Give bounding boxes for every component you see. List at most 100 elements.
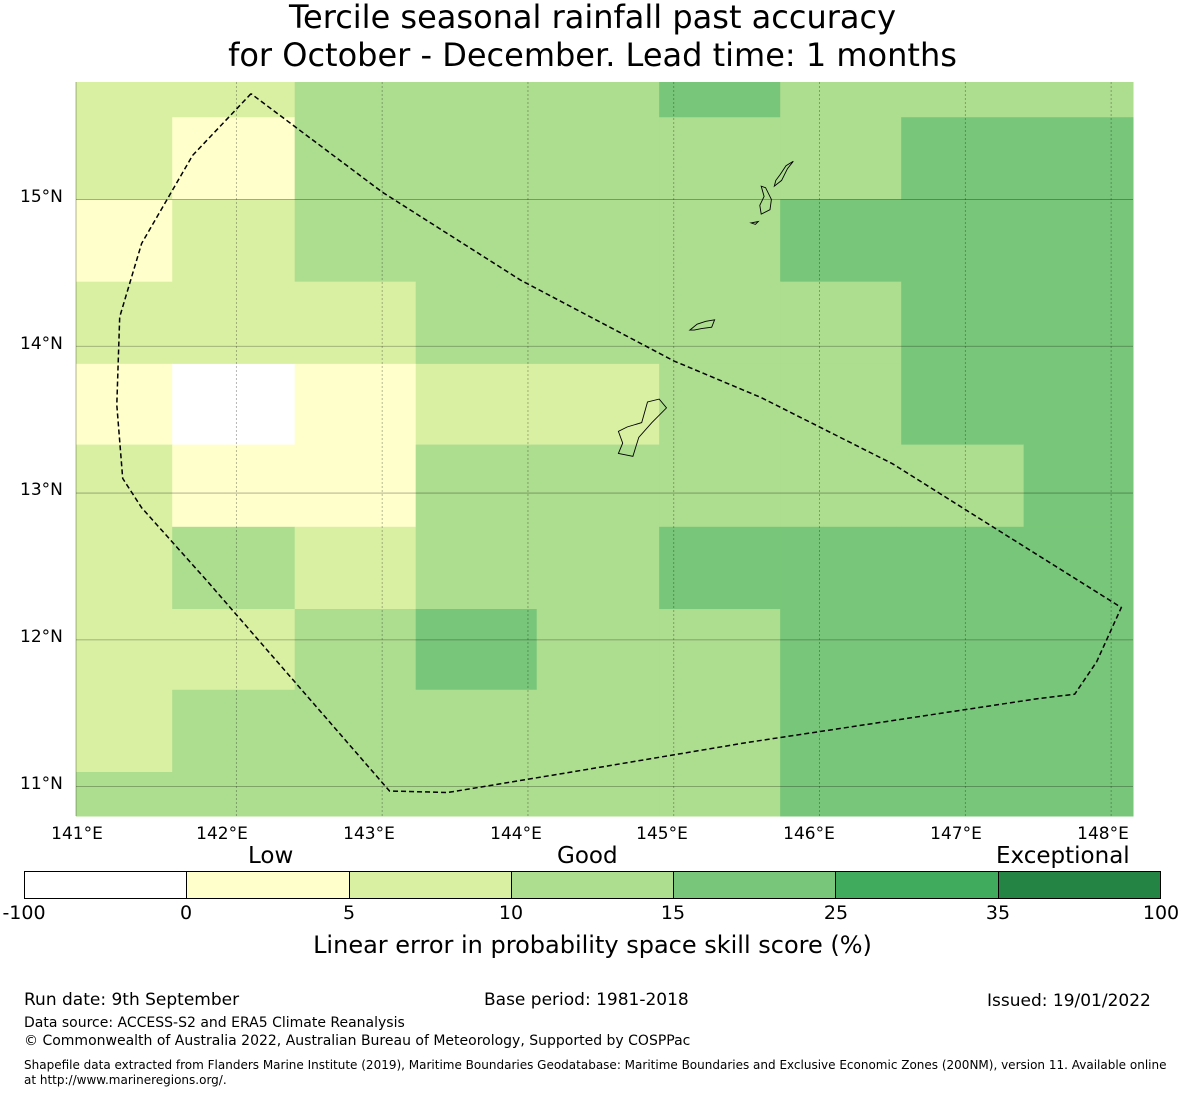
island-coastline — [749, 220, 760, 225]
grid-cell — [659, 199, 781, 283]
grid-cell — [659, 82, 781, 118]
grid-cell — [294, 444, 417, 528]
lon-tick-label: 146°E — [783, 824, 835, 844]
colorbar-segment — [998, 872, 1160, 898]
colorbar-tick-label: -100 — [2, 902, 46, 924]
grid-cell — [901, 199, 1025, 283]
colorbar-tick-label: 25 — [823, 902, 849, 924]
grid-cell — [780, 444, 902, 528]
island-coastline — [617, 398, 668, 457]
island-coastline — [688, 319, 716, 331]
grid-cell — [659, 609, 781, 691]
legend-category-low: Low — [248, 843, 294, 869]
grid-cell — [1023, 82, 1134, 118]
grid-cell — [294, 281, 417, 365]
grid-cell — [659, 771, 781, 817]
legend-category-good: Good — [557, 843, 618, 869]
grid-cell — [659, 689, 781, 773]
grid-cell — [780, 281, 902, 365]
grid-cell — [780, 689, 902, 773]
grid-cell — [76, 444, 173, 528]
grid-cell — [901, 689, 1025, 773]
grid-cell — [172, 526, 296, 610]
skill-score-map — [75, 82, 1134, 817]
lon-tick-label: 143°E — [343, 824, 395, 844]
grid-cell — [780, 771, 902, 817]
colorbar-segment — [25, 872, 188, 898]
grid-cell — [536, 609, 660, 691]
lon-tick-label: 141°E — [51, 824, 103, 844]
grid-cell — [415, 444, 538, 528]
grid-cell — [415, 526, 538, 610]
lat-tick-label: 12°N — [20, 627, 63, 647]
grid-cell — [76, 199, 173, 283]
grid-cell — [536, 771, 660, 817]
grid-cell — [172, 281, 296, 365]
colorbar-tick-label: 15 — [660, 902, 686, 924]
data-source: Data source: ACCESS-S2 and ERA5 Climate … — [24, 1015, 405, 1031]
lon-tick-label: 142°E — [196, 824, 248, 844]
colorbar-segment — [674, 872, 837, 898]
legend-colorbar — [24, 871, 1161, 899]
run-date: Run date: 9th September — [24, 990, 240, 1010]
grid-cell — [76, 117, 173, 200]
grid-cell — [901, 82, 1025, 118]
legend-category-exceptional: Exceptional — [996, 843, 1130, 869]
colorbar-tick-label: 100 — [1142, 902, 1180, 924]
lat-tick-label: 14°N — [20, 334, 63, 354]
grid-cell — [415, 689, 538, 773]
grid-cell — [536, 82, 660, 118]
grid-cell — [76, 609, 173, 691]
grid-cell — [1023, 363, 1134, 446]
grid-cell — [659, 117, 781, 200]
grid-cell — [172, 689, 296, 773]
shapefile-credit-line1: Shapefile data extracted from Flanders M… — [24, 1058, 1167, 1072]
grid-cell — [172, 199, 296, 283]
grid-cell — [780, 363, 902, 446]
grid-cell — [172, 117, 296, 200]
grid-cell — [536, 281, 660, 365]
grid-cell — [780, 82, 902, 118]
grid-cell — [536, 444, 660, 528]
grid-cell — [415, 281, 538, 365]
grid-cell — [901, 609, 1025, 691]
grid-cell — [901, 771, 1025, 817]
grid-cell — [780, 199, 902, 283]
colorbar-segment — [836, 872, 999, 898]
island-coastline — [773, 160, 794, 188]
grid-cell — [780, 609, 902, 691]
grid-cell — [659, 526, 781, 610]
grid-cell — [659, 363, 781, 446]
lat-tick-label: 15°N — [20, 187, 63, 207]
colorbar-tick-label: 5 — [342, 902, 356, 924]
grid-cell — [294, 609, 417, 691]
grid-cell — [780, 117, 902, 200]
grid-cell — [76, 82, 173, 118]
lon-tick-label: 144°E — [490, 824, 542, 844]
lon-tick-label: 145°E — [636, 824, 688, 844]
grid-cell — [294, 199, 417, 283]
grid-cell — [1023, 444, 1134, 528]
grid-cell — [76, 526, 173, 610]
grid-cell — [76, 363, 173, 446]
grid-cell — [76, 689, 173, 773]
colorbar-segment — [349, 872, 512, 898]
grid-cell — [172, 363, 296, 446]
grid-cell — [1023, 526, 1134, 610]
chart-title-line2: for October - December. Lead time: 1 mon… — [228, 36, 957, 74]
grid-cell — [901, 526, 1025, 610]
grid-cell — [1023, 771, 1134, 817]
grid-cell — [536, 689, 660, 773]
grid-cell — [901, 444, 1025, 528]
grid-cell — [172, 444, 296, 528]
grid-cell — [659, 281, 781, 365]
lon-tick-label: 147°E — [930, 824, 982, 844]
base-period: Base period: 1981-2018 — [484, 990, 689, 1010]
copyright: © Commonwealth of Australia 2022, Austra… — [24, 1033, 691, 1049]
chart-title-line1: Tercile seasonal rainfall past accuracy — [288, 0, 897, 36]
grid-cell — [76, 281, 173, 365]
grid-cell — [1023, 117, 1134, 200]
colorbar-segment — [187, 872, 350, 898]
grid-cell — [536, 363, 660, 446]
issued-date: Issued: 19/01/2022 — [987, 991, 1151, 1011]
